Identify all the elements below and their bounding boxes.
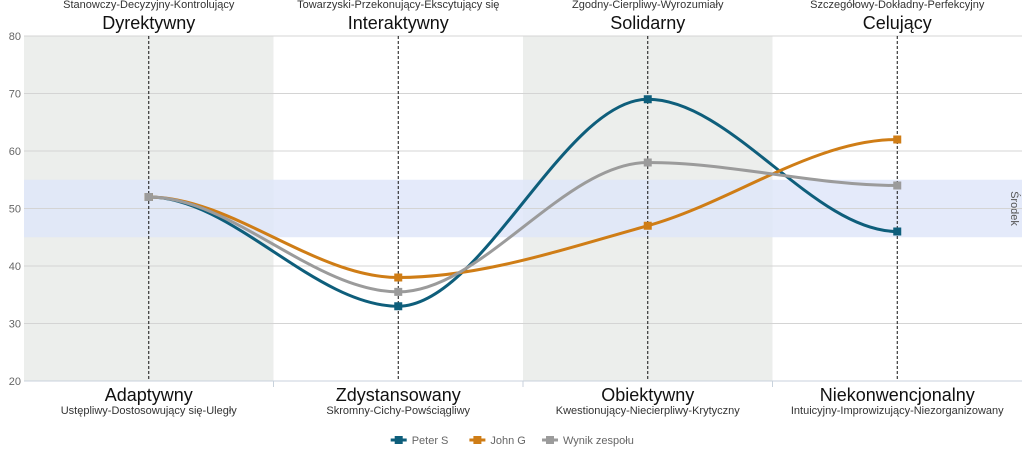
top-descriptor: Stanowczy-Decyzyjny-Kontrolujący [63,0,235,11]
series-line-2 [147,161,899,294]
data-point [643,221,652,230]
data-point [394,273,403,282]
data-point [144,193,153,201]
legend: Peter S John G Wynik zespołu [390,435,634,447]
series-line-0 [147,97,899,308]
bottom-style-label: Obiektywny [601,385,694,405]
data-point [643,158,652,167]
data-point [394,287,403,296]
bottom-descriptor: Intuicyjny-Improwizujący-Niezorganizowan… [791,405,1004,417]
y-tick-label: 70 [9,89,21,101]
y-tick-label: 40 [9,261,21,273]
bottom-style-label: Zdystansowany [336,385,461,405]
bottom-descriptor: Ustępliwy-Dostosowujący się-Uległy [61,405,238,417]
y-tick-label: 60 [9,146,21,158]
grid-group [24,35,1022,387]
legend-swatch-marker [546,436,554,444]
top-style-label: Solidarny [610,13,685,33]
y-tick-group: 20 30 40 50 60 70 80 [9,31,21,388]
bottom-descriptor: Skromny-Cichy-Powściągliwy [326,405,470,417]
data-point [893,181,902,190]
legend-label: Peter S [412,435,449,447]
series-group [144,95,902,311]
legend-label: John G [490,435,525,447]
bottom-style-label: Niekonwencjonalny [820,385,975,405]
bottom-style-label: Adaptywny [105,385,193,405]
column-line-group [148,36,898,381]
y-tick-label: 20 [9,376,21,388]
top-style-label: Interaktywny [348,13,449,33]
top-descriptor: Szczegółowy-Dokładny-Perfekcyjny [810,0,985,11]
y-tick-label: 80 [9,31,21,43]
top-descriptor: Zgodny-Cierpliwy-Wyrozumiały [572,0,724,11]
top-descriptor: Towarzyski-Przekonujący-Ekscytujący się [297,0,499,11]
column-label-group: Stanowczy-Decyzyjny-Kontrolujący Dyrektyw… [61,0,1004,417]
data-point [394,302,403,311]
legend-swatch-marker [473,436,482,444]
top-style-label: Dyrektywny [102,13,195,33]
data-point [893,135,902,144]
data-point [643,95,652,104]
top-style-label: Celujący [863,13,932,33]
legend-label: Wynik zespołu [563,435,634,447]
legend-swatch-marker [394,436,403,444]
y-tick-label: 30 [9,319,21,331]
y-tick-label: 50 [9,204,21,216]
data-point [893,227,902,236]
bottom-descriptor: Kwestionujący-Niecierpliwy-Krytyczny [556,405,740,417]
